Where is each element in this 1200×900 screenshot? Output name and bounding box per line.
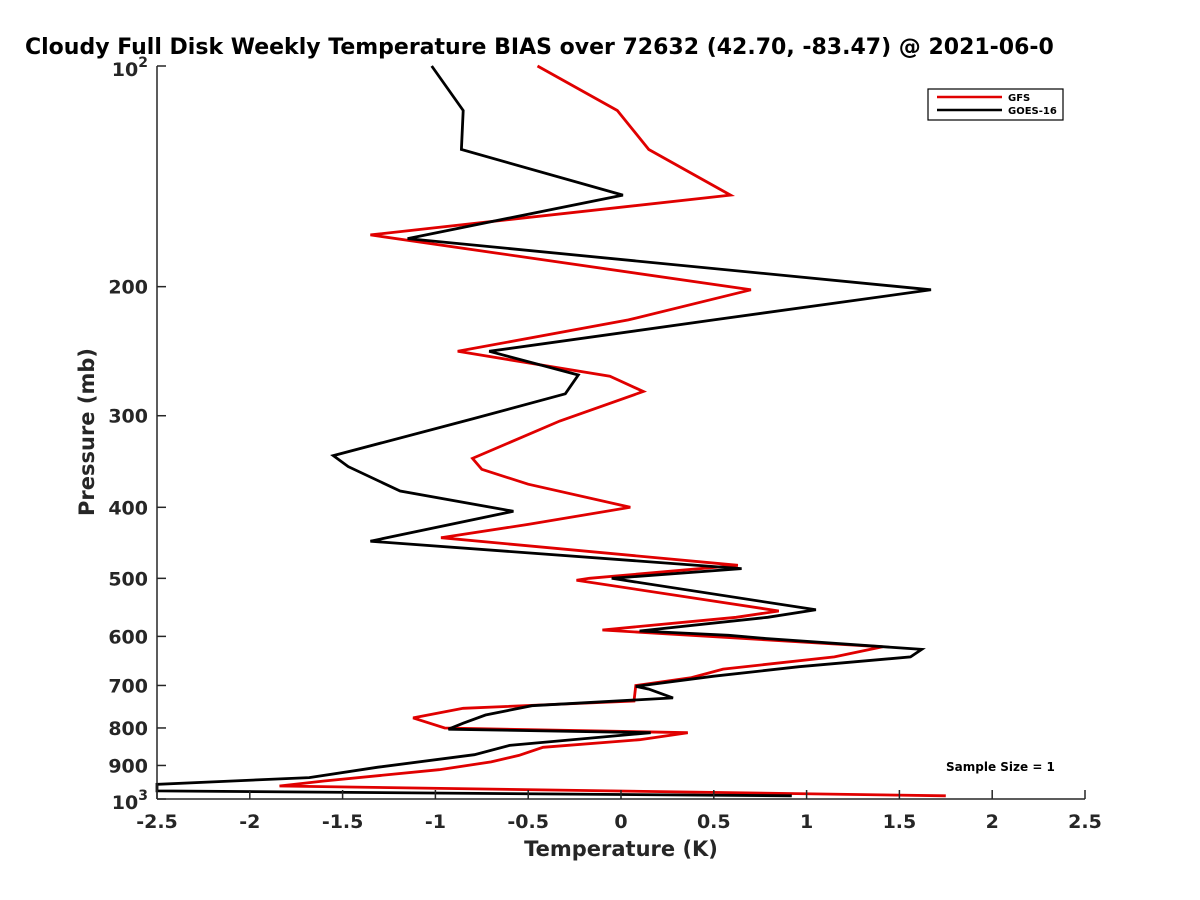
legend-label-goes16: GOES-16 — [1008, 106, 1057, 117]
y-tick-label: 800 — [108, 718, 148, 740]
series-line-goes16 — [155, 65, 932, 798]
chart-title: Cloudy Full Disk Weekly Temperature BIAS… — [25, 35, 1054, 60]
x-tick-label: -1 — [425, 811, 446, 833]
x-axis-label: Temperature (K) — [524, 837, 718, 861]
y-tick-label: 500 — [108, 568, 148, 590]
x-tick-label: 2 — [986, 811, 999, 833]
y-tick-label: 700 — [108, 675, 148, 697]
y-tick-label-power: 103 — [112, 788, 148, 814]
x-tick-label: 1.5 — [883, 811, 917, 833]
legend: GFS GOES-16 — [927, 88, 1064, 121]
y-ticks: 200 300 400 500 600 700 800 900 102 103 — [108, 55, 166, 814]
plot-area — [157, 66, 1085, 799]
legend-box — [927, 88, 1064, 121]
x-ticks: -2.5 -2 -1.5 -1 -0.5 0 0.5 1 1.5 2 2.5 — [136, 790, 1102, 833]
y-tick-label: 600 — [108, 626, 148, 648]
x-tick-label: 1 — [800, 811, 813, 833]
series-line-gfs — [279, 64, 946, 798]
x-tick-label: 0.5 — [697, 811, 731, 833]
x-tick-label: -2.5 — [136, 811, 178, 833]
x-tick-label: -2 — [239, 811, 260, 833]
x-tick-label: 2.5 — [1068, 811, 1102, 833]
y-tick-label-power: 102 — [112, 55, 148, 81]
y-tick-label: 300 — [108, 406, 148, 428]
x-tick-label: -1.5 — [322, 811, 364, 833]
series-layer — [155, 64, 946, 798]
legend-label-gfs: GFS — [1008, 93, 1030, 104]
y-axis-label: Pressure (mb) — [75, 348, 99, 516]
x-tick-label: 0 — [614, 811, 627, 833]
x-tick-label: -0.5 — [507, 811, 549, 833]
y-tick-label: 200 — [108, 277, 148, 299]
sample-size-annotation: Sample Size = 1 — [946, 760, 1055, 774]
y-tick-label: 400 — [108, 497, 148, 519]
y-tick-label: 900 — [108, 755, 148, 777]
